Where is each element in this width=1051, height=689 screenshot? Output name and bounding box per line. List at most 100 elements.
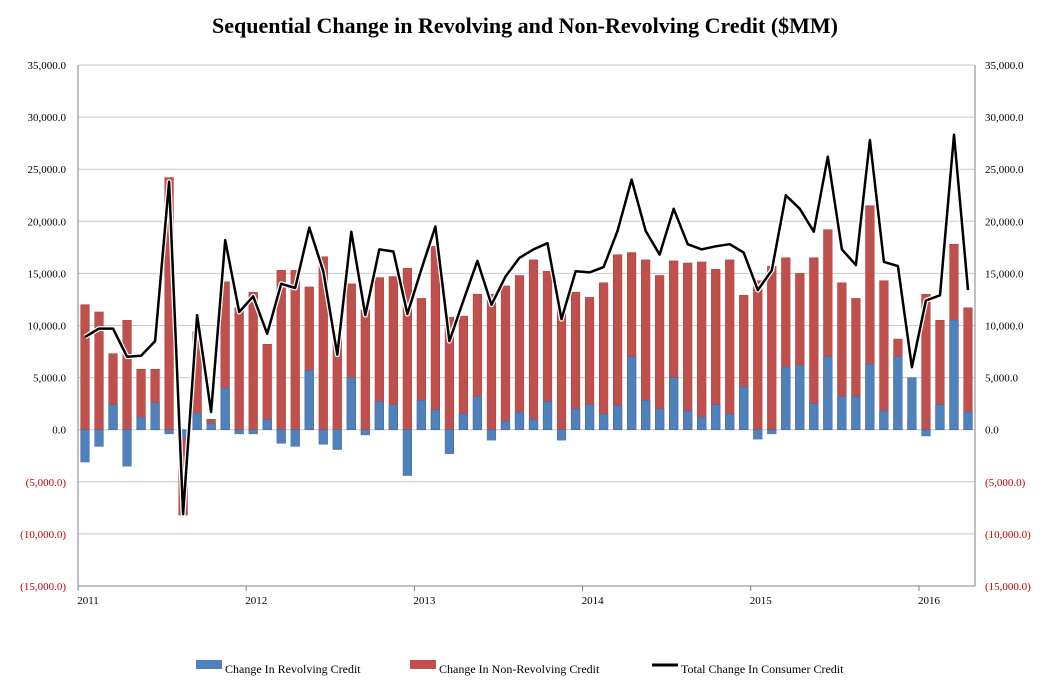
bar-revolving (164, 429, 174, 435)
bar-non-revolving (234, 307, 244, 430)
bar-non-revolving (122, 320, 132, 430)
chart-title: Sequential Change in Revolving and Non-R… (212, 13, 838, 38)
bar-revolving (795, 364, 805, 430)
y-tick-label-right: (10,000.0) (985, 529, 1031, 541)
bar-revolving (949, 320, 959, 430)
y-tick-label-left: (5,000.0) (26, 477, 67, 489)
bar-revolving (556, 429, 567, 441)
y-tick-label-right: 30,000.0 (985, 112, 1024, 124)
bar-revolving (248, 429, 258, 435)
legend-label: Total Change In Consumer Credit (681, 662, 844, 676)
bar-non-revolving (262, 344, 272, 430)
bar-non-revolving (697, 261, 707, 430)
y-tick-label-right: 0.0 (985, 425, 999, 437)
bar-revolving (613, 405, 623, 430)
legend-swatch-non-revolving (410, 660, 436, 669)
bar-revolving (234, 429, 244, 435)
y-tick-label-left: 5,000.0 (33, 373, 67, 385)
bar-revolving (94, 429, 104, 447)
bar-revolving (192, 412, 202, 430)
bar-non-revolving (879, 280, 889, 430)
bar-non-revolving (753, 280, 763, 430)
bar-revolving (809, 403, 819, 430)
bar-revolving (598, 413, 609, 430)
bar-revolving (725, 413, 735, 430)
y-tick-label-right: 10,000.0 (985, 321, 1024, 333)
bar-non-revolving (290, 270, 300, 430)
y-tick-label-right: 15,000.0 (985, 268, 1024, 280)
y-tick-label-right: 35,000.0 (985, 60, 1024, 72)
x-tick-label: 2013 (413, 595, 436, 607)
bar-revolving (150, 402, 160, 430)
bar-non-revolving (767, 265, 777, 430)
bar-revolving (655, 408, 665, 430)
y-tick-label-left: 25,000.0 (28, 164, 67, 176)
bar-non-revolving (683, 262, 693, 430)
x-tick-label: 2011 (77, 595, 99, 607)
bar-revolving (122, 429, 132, 467)
bar-revolving (304, 370, 314, 430)
bar-non-revolving (360, 309, 370, 430)
bar-revolving (570, 408, 581, 430)
y-tick-label-left: (10,000.0) (20, 529, 66, 541)
bar-non-revolving (598, 282, 609, 430)
bar-revolving (753, 429, 763, 440)
total-line-path (84, 133, 970, 516)
bar-non-revolving (80, 304, 90, 430)
bar-revolving (907, 377, 917, 430)
y-tick-label-left: 20,000.0 (28, 216, 67, 228)
bar-revolving (346, 377, 356, 430)
bar-revolving (402, 429, 412, 476)
y-tick-label-right: 25,000.0 (985, 164, 1024, 176)
x-axis-labels: 2011 2012 2013 2014 2015 2016 (77, 595, 940, 607)
bar-revolving (136, 416, 146, 430)
bar-revolving (458, 413, 469, 430)
y-tick-label-left: 30,000.0 (28, 112, 67, 124)
x-tick-label: 2016 (918, 595, 941, 607)
bar-revolving (879, 410, 889, 430)
x-tick-label: 2012 (245, 595, 267, 607)
bar-non-revolving (458, 315, 469, 430)
legend-label: Change In Revolving Credit (225, 662, 361, 676)
bar-non-revolving (248, 291, 258, 430)
bar-revolving (893, 356, 903, 430)
bar-revolving (500, 421, 511, 430)
bar-revolving (669, 377, 679, 430)
y-tick-label-left: 35,000.0 (28, 60, 67, 72)
bar-revolving (823, 356, 833, 430)
y-tick-label-left: 10,000.0 (28, 321, 67, 333)
y-tick-label-right: (5,000.0) (985, 477, 1026, 489)
bar-revolving (921, 429, 931, 437)
bar-revolving (80, 429, 90, 463)
y-axis-left-labels: 35,000.0 30,000.0 25,000.0 20,000.0 15,000.0… (20, 60, 66, 593)
y-tick-label-left: (15,000.0) (20, 581, 66, 593)
bar-non-revolving (486, 293, 497, 430)
y-tick-label-right: 5,000.0 (985, 373, 1019, 385)
bar-revolving (851, 396, 861, 430)
bar-revolving (430, 409, 440, 430)
bar-revolving (711, 404, 721, 430)
axes (77, 65, 976, 591)
bar-revolving (276, 429, 286, 444)
legend-label: Change In Non-Revolving Credit (439, 662, 600, 676)
y-tick-label-left: 15,000.0 (28, 268, 67, 280)
bar-revolving (683, 410, 693, 430)
bar-revolving (486, 429, 497, 441)
bar-revolving (641, 400, 651, 430)
bar-non-revolving (500, 285, 511, 430)
bar-non-revolving (613, 254, 623, 430)
bar-revolving (472, 396, 483, 430)
bar-revolving (739, 386, 749, 430)
y-tick-label-right: 20,000.0 (985, 216, 1024, 228)
x-tick-label: 2015 (750, 595, 773, 607)
y-tick-label-left: 0.0 (52, 425, 66, 437)
bar-revolving (781, 366, 791, 430)
bar-revolving (108, 404, 118, 430)
bar-revolving (416, 400, 426, 430)
bar-revolving (388, 404, 398, 430)
bar-revolving (767, 429, 777, 435)
bar-revolving (444, 429, 455, 454)
bar-revolving (865, 363, 875, 430)
bar-non-revolving (430, 246, 440, 430)
